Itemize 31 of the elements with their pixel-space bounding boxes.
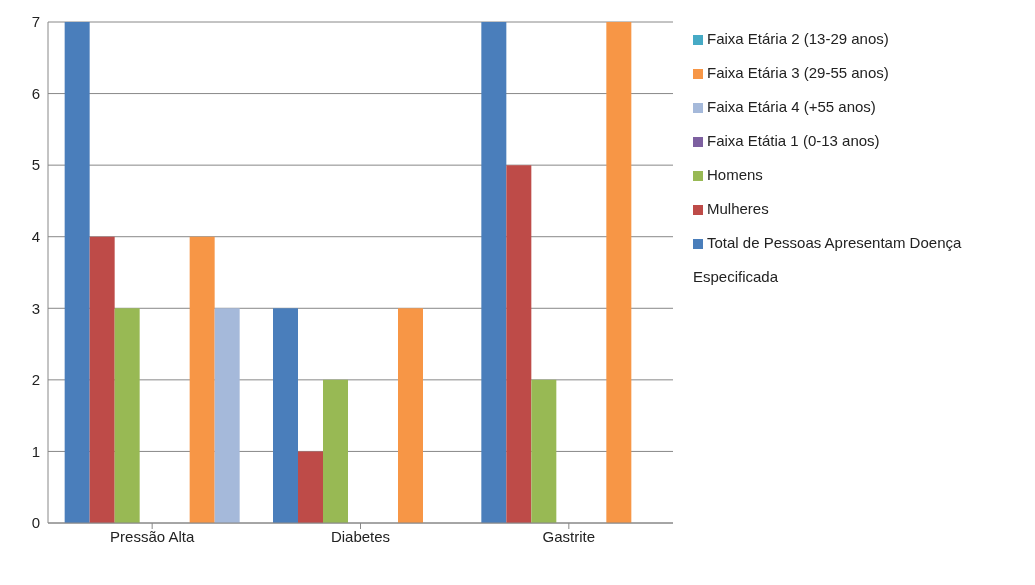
y-tick-label: 0 xyxy=(31,514,40,532)
legend-label: Faixa Etária 4 (+55 anos) xyxy=(707,98,876,115)
bar xyxy=(323,379,348,523)
legend-label: Homens xyxy=(707,166,763,183)
y-tick-label: 1 xyxy=(31,442,40,460)
y-tick-label: 3 xyxy=(31,299,40,317)
bar xyxy=(189,236,215,523)
y-tick-label: 5 xyxy=(31,156,40,174)
legend-label: Faixa Etária 2 (13-29 anos) xyxy=(707,30,889,47)
bar xyxy=(506,165,532,523)
bar xyxy=(298,451,323,523)
bar xyxy=(114,308,140,523)
y-tick-label: 4 xyxy=(31,228,40,246)
x-tick-label: Pressão Alta xyxy=(110,527,195,545)
legend-label: Faixa Etátia 1 (0-13 anos) xyxy=(707,132,880,149)
y-tick-label: 6 xyxy=(31,84,40,102)
bar xyxy=(273,308,298,523)
legend-label: Faixa Etária 3 (29-55 anos) xyxy=(707,64,889,81)
bar xyxy=(481,22,507,523)
y-tick-label: 7 xyxy=(31,13,40,31)
bar xyxy=(398,308,423,523)
bar xyxy=(531,379,557,523)
x-tick-label: Diabetes xyxy=(330,527,391,545)
bar xyxy=(89,236,115,523)
bar xyxy=(214,308,240,523)
bar xyxy=(606,22,632,523)
y-tick-label: 2 xyxy=(31,371,40,389)
bar xyxy=(64,22,90,523)
legend-label: Mulheres xyxy=(707,200,769,217)
legend-label: Total de Pessoas Apresentam Doença Especificada xyxy=(693,234,962,285)
x-tick-label: Gastrite xyxy=(542,527,596,545)
